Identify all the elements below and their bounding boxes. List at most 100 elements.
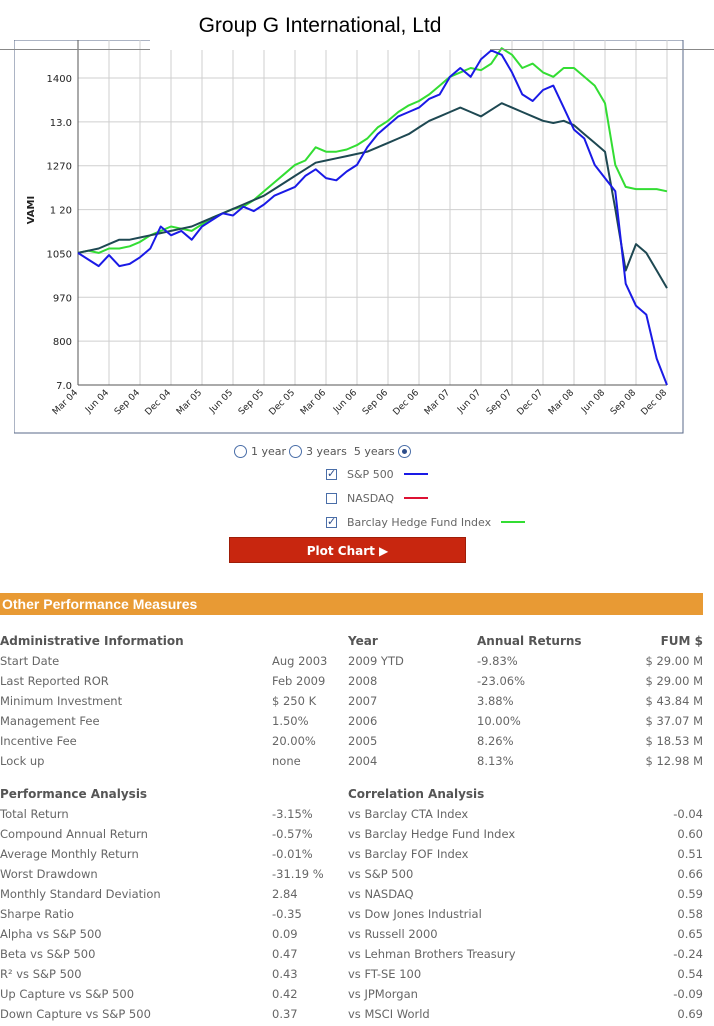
return-fum: $ 29.00 M [645, 654, 703, 668]
y-tick-label: 1 20 [50, 206, 72, 217]
nasdaq-swatch [404, 497, 429, 499]
corr-value: 0.60 [677, 827, 703, 841]
corr-label: vs NASDAQ [348, 887, 414, 901]
period-selector: 1 year 3 years 5 years [234, 442, 411, 460]
corr-label: vs S&P 500 [348, 867, 414, 881]
admin-label: Start Date [0, 654, 60, 668]
corr-label: vs Dow Jones Industrial [348, 907, 482, 921]
return-year: 2007 [348, 694, 378, 708]
return-year: 2004 [348, 754, 378, 768]
return-annual: 8.26% [477, 734, 514, 748]
perf-value: -0.01% [272, 847, 313, 861]
nasdaq-checkbox[interactable] [326, 492, 337, 504]
y-tick-label: 1050 [47, 249, 72, 260]
annual-header: Annual Returns [477, 634, 582, 648]
nasdaq-label: NASDAQ [347, 491, 395, 505]
corr-label: vs FT-SE 100 [348, 967, 422, 981]
period-3years-radio[interactable] [289, 444, 303, 458]
sp500-label: S&P 500 [347, 467, 394, 481]
series-line-group-g-international-ltd [77, 102, 668, 289]
y-tick-label: 800 [53, 337, 72, 348]
admin-label: Minimum Investment [0, 694, 123, 708]
corr-value: -0.09 [673, 987, 703, 1001]
period-1year-radio[interactable] [234, 444, 247, 458]
perf-label: Average Monthly Return [0, 847, 139, 861]
admin-label: Lock up [0, 754, 45, 768]
period-5years-label: 5 years [353, 444, 395, 458]
return-annual: -23.06% [477, 674, 525, 688]
return-annual: -9.83% [477, 654, 518, 668]
return-year: 2008 [348, 674, 378, 688]
perf-label: Sharpe Ratio [0, 907, 74, 921]
corr-value: 0.66 [677, 867, 703, 881]
corr-value: -0.04 [673, 807, 703, 821]
barclay-label: Barclay Hedge Fund Index [347, 515, 492, 529]
perf-value: -0.57% [272, 827, 313, 841]
chart-frame [14, 40, 684, 434]
admin-label: Management Fee [0, 714, 100, 728]
corr-label: vs Russell 2000 [348, 927, 438, 941]
series-barclay-row: Barclay Hedge Fund Index [326, 514, 526, 530]
perf-value: 0.09 [272, 927, 298, 941]
corr-label: vs MSCI World [348, 1007, 430, 1021]
return-annual: 3.88% [477, 694, 514, 708]
series-nasdaq-row: NASDAQ [326, 490, 429, 506]
performance-header: Performance Analysis [0, 787, 148, 801]
perf-label: Beta vs S&P 500 [0, 947, 96, 961]
corr-value: -0.24 [673, 947, 703, 961]
corr-value: 0.59 [677, 887, 703, 901]
barclay-swatch [501, 521, 526, 523]
perf-value: -31.19 % [272, 867, 324, 881]
sp500-checkbox[interactable] [326, 467, 337, 480]
y-axis-label: VAMI [26, 196, 37, 224]
corr-value: 0.58 [677, 907, 703, 921]
vami-chart: 1400 13.0 1270 1 20 1050 970 800 7.0 Mar 04 Jun 0… [14, 40, 684, 434]
corr-value: 0.69 [677, 1007, 703, 1021]
return-fum: $ 18.53 M [645, 734, 703, 748]
plot-chart-button[interactable]: Plot Chart ▶ [229, 537, 466, 563]
return-year: 2009 YTD [348, 654, 404, 668]
perf-label: Down Capture vs S&P 500 [0, 1007, 151, 1021]
y-tick-label: 13.0 [50, 118, 72, 129]
sp500-swatch [403, 473, 428, 475]
corr-label: vs Barclay Hedge Fund Index [348, 827, 516, 841]
corr-label: vs Lehman Brothers Treasury [348, 947, 516, 961]
period-3years-label: 3 years [306, 444, 347, 458]
perf-value: 0.43 [272, 967, 298, 981]
return-fum: $ 29.00 M [645, 674, 703, 688]
page-title: Group G International, Ltd [150, 0, 490, 50]
perf-label: Alpha vs S&P 500 [0, 927, 102, 941]
corr-label: vs Barclay FOF Index [348, 847, 469, 861]
series-line-s-p-500 [77, 49, 668, 386]
perf-value: -0.35 [272, 907, 302, 921]
perf-value: 0.42 [272, 987, 298, 1001]
barclay-checkbox[interactable] [326, 515, 337, 528]
y-tick-label: 7.0 [56, 381, 72, 392]
y-tick-label: 970 [53, 293, 72, 304]
y-tick-label: 1270 [47, 162, 72, 173]
return-year: 2005 [348, 734, 378, 748]
perf-value: 2.84 [272, 887, 298, 901]
series-line-barclay-hedge-fund-index [77, 47, 668, 254]
return-fum: $ 43.84 M [645, 694, 703, 708]
section-header: Other Performance Measures [0, 593, 703, 615]
corr-label: vs JPMorgan [348, 987, 418, 1001]
chart-controls: 1 year 3 years 5 years S&P 500 NASDAQ Ba… [0, 440, 714, 570]
year-header: Year [348, 634, 378, 648]
corr-value: 0.65 [677, 927, 703, 941]
admin-value: 1.50% [272, 714, 309, 728]
corr-label: vs Barclay CTA Index [348, 807, 469, 821]
perf-label: Up Capture vs S&P 500 [0, 987, 135, 1001]
y-tick-label: 1400 [47, 74, 72, 85]
series-sp500-row: S&P 500 [326, 466, 428, 482]
period-1year-label: 1 year [251, 444, 287, 458]
correlation-header: Correlation Analysis [348, 787, 485, 801]
return-year: 2006 [348, 714, 378, 728]
period-5years-radio[interactable] [397, 444, 411, 458]
perf-value: 0.47 [272, 947, 298, 961]
perf-label: Monthly Standard Deviation [0, 887, 161, 901]
perf-value: -3.15% [272, 807, 313, 821]
admin-value: Aug 2003 [272, 654, 328, 668]
perf-label: Total Return [0, 807, 69, 821]
